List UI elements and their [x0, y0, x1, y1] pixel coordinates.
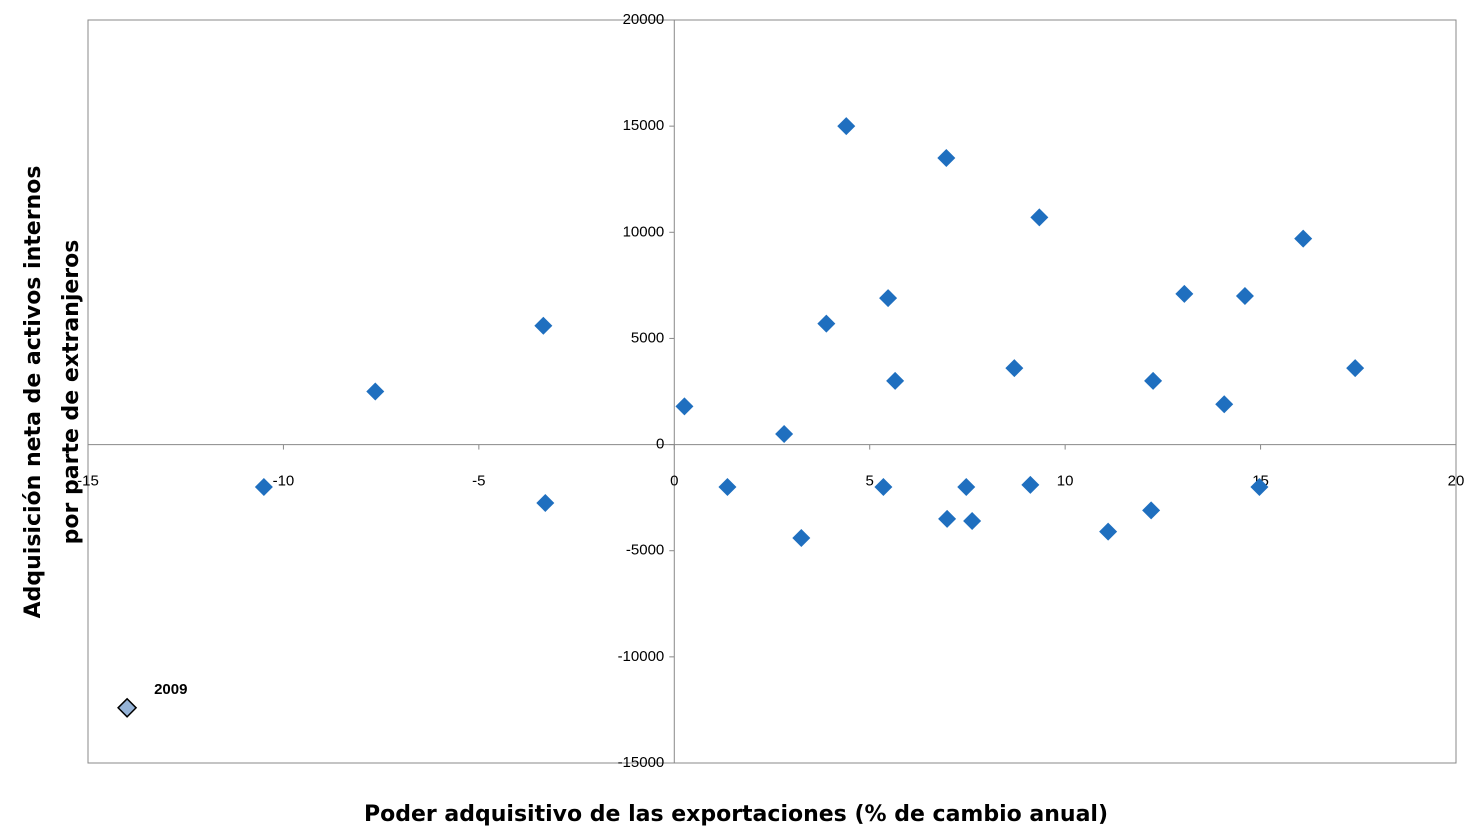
point-label: 2009 [154, 681, 187, 698]
point [1030, 208, 1049, 227]
point [1294, 229, 1313, 248]
point [1250, 478, 1269, 497]
point [837, 117, 856, 136]
point [366, 382, 385, 401]
point [775, 424, 794, 443]
point [792, 528, 811, 547]
point [1099, 522, 1118, 541]
y-axis-title-line: Adquisición neta de activos internos [21, 166, 46, 619]
point [536, 493, 555, 512]
point [534, 316, 553, 335]
x-tick-label: -15 [77, 473, 99, 490]
x-tick-label: -10 [273, 473, 295, 490]
point [1142, 501, 1161, 520]
y-tick-label: -5000 [626, 542, 664, 559]
point [874, 478, 893, 497]
y-tick-label: 15000 [623, 117, 665, 134]
point [938, 509, 957, 528]
point [957, 478, 976, 497]
point [817, 314, 836, 333]
point [1235, 286, 1254, 305]
point [963, 511, 982, 530]
x-tick-label: 20 [1448, 473, 1465, 490]
y-tick-label: -15000 [618, 754, 665, 771]
point [1021, 475, 1040, 494]
point [1346, 359, 1365, 378]
x-tick-label: -5 [472, 473, 485, 490]
y-axis-title: Adquisición neta de activos internos por… [21, 166, 84, 619]
point [1144, 371, 1163, 390]
x-tick-label: 0 [670, 473, 678, 490]
y-tick-label: 10000 [623, 223, 665, 240]
plot-area [87, 19, 1457, 764]
point [1215, 395, 1234, 414]
point [886, 371, 905, 390]
point [879, 289, 898, 308]
y-tick-label: -10000 [618, 648, 665, 665]
y-tick-label: 5000 [631, 329, 664, 346]
point [675, 397, 694, 416]
x-axis-title: Poder adquisitivo de las exportaciones (… [364, 802, 1108, 827]
point [1175, 284, 1194, 303]
point [117, 697, 138, 718]
point [937, 148, 956, 167]
y-tick-label: 0 [656, 436, 664, 453]
point [1005, 359, 1024, 378]
x-tick-label: 10 [1057, 473, 1074, 490]
x-tick-label: 5 [866, 473, 874, 490]
y-axis-title-line: por parte de extranjeros [59, 240, 84, 545]
y-tick-label: 20000 [623, 11, 665, 28]
point [254, 478, 273, 497]
point [718, 478, 737, 497]
